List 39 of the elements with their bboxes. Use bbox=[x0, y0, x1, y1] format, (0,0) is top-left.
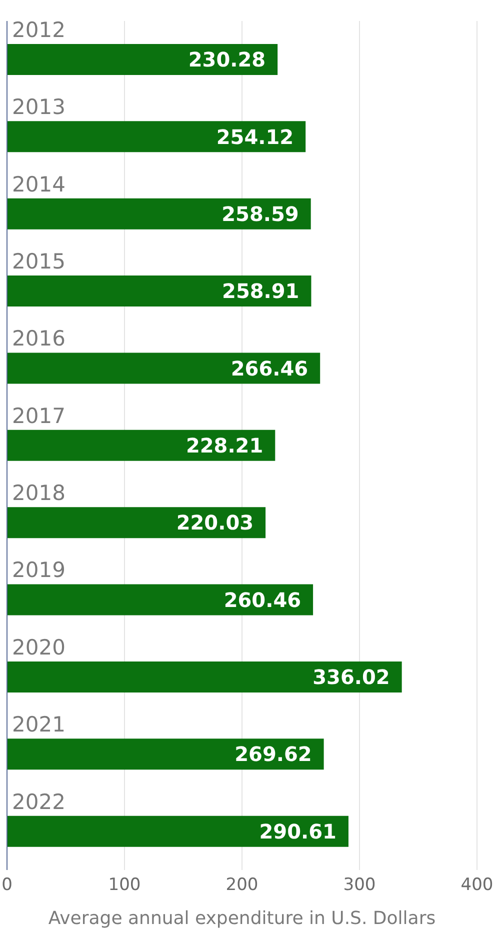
x-tick-label: 300 bbox=[343, 875, 376, 896]
y-tick-label: 2017 bbox=[12, 404, 66, 428]
bar bbox=[7, 816, 348, 847]
x-tick-label: 200 bbox=[226, 875, 258, 896]
data-label: 254.12 bbox=[216, 124, 294, 149]
y-tick-label: 2021 bbox=[12, 712, 66, 737]
y-tick-label: 2016 bbox=[12, 326, 66, 351]
data-label: 336.02 bbox=[312, 665, 390, 690]
bar bbox=[7, 507, 266, 538]
data-label: 230.28 bbox=[188, 48, 266, 72]
data-label: 266.46 bbox=[230, 356, 308, 380]
bar bbox=[7, 121, 306, 152]
data-label: 258.59 bbox=[222, 202, 299, 226]
y-tick-label: 2014 bbox=[12, 172, 66, 196]
bar bbox=[7, 198, 311, 230]
bar bbox=[7, 352, 320, 384]
y-tick-label: 2013 bbox=[12, 95, 66, 120]
y-tick-label: 2012 bbox=[12, 18, 66, 42]
bar bbox=[7, 430, 276, 461]
bar bbox=[7, 584, 314, 616]
x-tick-label: 0 bbox=[2, 875, 12, 896]
bar bbox=[7, 276, 312, 307]
bar bbox=[7, 44, 278, 75]
data-label: 290.61 bbox=[259, 819, 336, 844]
y-tick-label: 2022 bbox=[12, 790, 66, 814]
x-tick-label: 400 bbox=[460, 875, 494, 896]
data-label: 220.03 bbox=[176, 510, 254, 535]
y-tick-label: 2018 bbox=[12, 481, 66, 506]
data-label: 258.91 bbox=[222, 279, 300, 304]
y-tick-label: 2019 bbox=[12, 558, 66, 582]
data-label: 228.21 bbox=[186, 434, 264, 458]
y-tick-label: 2015 bbox=[12, 249, 66, 274]
y-tick-label: 2020 bbox=[12, 635, 66, 660]
bar bbox=[7, 661, 402, 692]
data-label: 260.46 bbox=[224, 588, 302, 612]
x-tick-label: 100 bbox=[108, 875, 141, 896]
bar bbox=[7, 738, 324, 770]
x-axis-title: Average annual expenditure in U.S. Dollars bbox=[48, 908, 436, 929]
data-label: 269.62 bbox=[234, 742, 312, 766]
